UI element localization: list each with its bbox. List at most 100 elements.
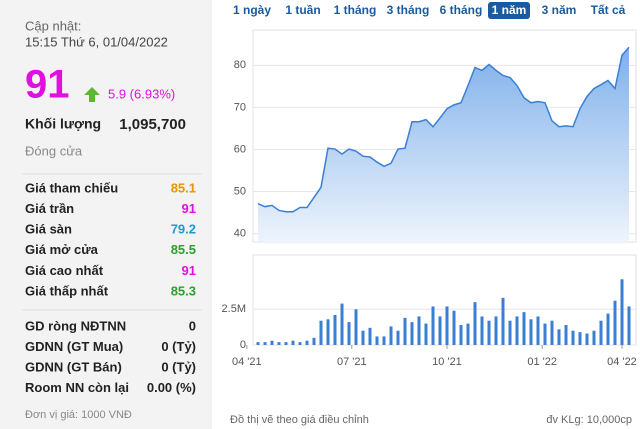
y-tick-label: 70 [234, 101, 246, 113]
range-button[interactable]: 3 tháng [387, 3, 430, 17]
price-change: 5.9 (6.93%) [108, 86, 175, 101]
row-label: Giá thấp nhất [25, 283, 109, 298]
volume-bar [550, 320, 554, 345]
close-label: Đóng cửa [25, 143, 83, 158]
volume-bar [361, 330, 365, 345]
volume-bar [382, 336, 386, 345]
row-label: GDNN (GT Mua) [25, 339, 123, 354]
price-area [258, 47, 629, 242]
x-tick-label: 04 '21 [232, 356, 262, 368]
volume-bar [459, 325, 463, 345]
volume-bar [319, 320, 323, 345]
volume-bar [347, 322, 351, 345]
volume-bar [487, 320, 491, 345]
row-value: 85.1 [171, 180, 196, 195]
volume-frame [252, 254, 637, 346]
volume-bar [431, 306, 435, 345]
x-tick-label: 10 '21 [432, 356, 462, 368]
volume-bar [522, 312, 526, 345]
row-label: Giá sàn [25, 222, 72, 237]
updated-time: 15:15 Thứ 6, 01/04/2022 [25, 34, 168, 49]
volume-bar [403, 317, 407, 345]
volume-bar [312, 337, 316, 345]
y-tick-label: 40 [234, 227, 246, 239]
volume-bar [613, 300, 617, 345]
y-tick-label: 2.5M [222, 303, 246, 315]
x-tick-label: 07 '21 [337, 356, 367, 368]
volume-bar [585, 333, 589, 345]
row-value: 91 [182, 263, 196, 278]
range-button[interactable]: 1 năm [492, 3, 527, 17]
volume-bar [305, 340, 309, 345]
volume-bar [375, 336, 379, 345]
row-label: Giá mở cửa [25, 242, 99, 257]
volume-label: Khối lượng [25, 116, 101, 132]
updated-label: Cập nhật: [25, 18, 81, 33]
row-value: 0 [189, 318, 196, 333]
row-value: 85.3 [171, 283, 196, 298]
volume-bar [627, 306, 631, 345]
y-tick-label: 80 [234, 59, 246, 71]
volume-bar [354, 309, 358, 345]
row-label: Giá trần [25, 201, 74, 216]
volume-bar [578, 332, 582, 345]
volume-bar [284, 342, 288, 345]
price-line [257, 46, 630, 213]
volume-bar [340, 303, 344, 345]
range-button[interactable]: 6 tháng [440, 3, 483, 17]
row-label: Room NN còn lại [25, 380, 129, 395]
y-tick-label: 60 [234, 143, 246, 155]
volume-bar [424, 323, 428, 345]
volume-bar [501, 297, 505, 345]
row-value: 0.00 (%) [147, 380, 196, 395]
row-value: 0 (Tỷ) [161, 339, 196, 354]
volume-bar [417, 316, 421, 345]
volume-bar [291, 340, 295, 345]
range-button-bg [488, 2, 530, 19]
volume-bar [368, 327, 372, 345]
volume-bar [508, 320, 512, 345]
volume-bar [333, 315, 337, 345]
volume-bar [263, 342, 267, 345]
volume-bar [536, 316, 540, 345]
volume-bar [410, 322, 414, 345]
chart-note: Đồ thị vẽ theo giá điều chỉnh [230, 414, 369, 426]
volume-bar [543, 323, 547, 345]
x-tick-label: 04 '22 [607, 356, 637, 368]
range-button[interactable]: Tất cả [591, 3, 626, 17]
volume-bar [620, 279, 624, 345]
volume-bar [389, 326, 393, 345]
volume-bar [494, 316, 498, 345]
volume-bar [571, 330, 575, 345]
volume-bar [452, 310, 456, 345]
volume-bar [277, 342, 281, 345]
volume-bar [480, 316, 484, 345]
volume-bar [445, 306, 449, 345]
range-button[interactable]: 1 ngày [233, 3, 271, 17]
volume-bar [529, 319, 533, 345]
volume-bar [557, 329, 561, 345]
row-label: GDNN (GT Bán) [25, 360, 122, 375]
y-tick-label: 0 [240, 339, 246, 351]
y-tick-label: 50 [234, 185, 246, 197]
x-tick-label: 01 '22 [527, 356, 557, 368]
volume-bar [515, 316, 519, 345]
row-label: Giá cao nhất [25, 263, 104, 278]
row-label: GD ròng NĐTNN [25, 318, 126, 333]
range-button[interactable]: 1 tuần [285, 3, 320, 17]
unit-note: Đơn vị giá: 1000 VNĐ [25, 409, 132, 421]
row-value: 91 [182, 201, 196, 216]
volume-bar [466, 323, 470, 345]
volume-bar [592, 330, 596, 345]
row-value: 79.2 [171, 222, 196, 237]
price: 91 [25, 63, 70, 107]
range-button[interactable]: 3 năm [542, 3, 577, 17]
chart-note: đv KLg: 10,000cp [546, 414, 632, 426]
volume-bar [599, 320, 603, 345]
range-button[interactable]: 1 tháng [334, 3, 377, 17]
row-label: Giá tham chiếu [25, 180, 118, 195]
volume-bar [298, 342, 302, 345]
volume-bar [326, 319, 330, 345]
volume-bar [396, 330, 400, 345]
